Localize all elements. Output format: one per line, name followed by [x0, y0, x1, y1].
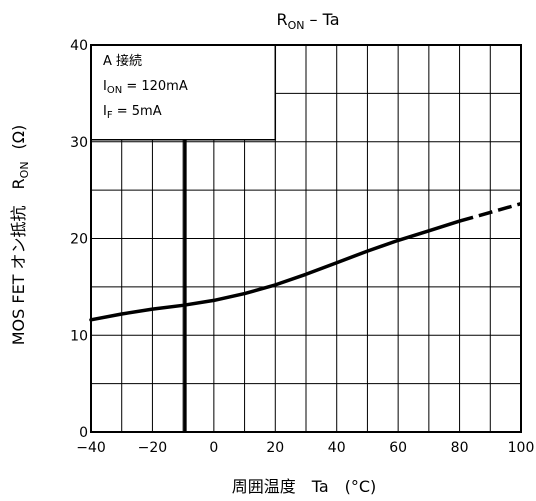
x-axis-label: 周囲温度 Ta (°C): [232, 477, 377, 496]
x-tick-label: −40: [76, 440, 106, 456]
chart-title-main: R: [276, 10, 287, 29]
condition-rest: = 5mA: [113, 104, 162, 119]
x-tick-labels: −40 −20 0 20 40 60 80 100: [76, 440, 534, 456]
condition-prefix: I: [103, 79, 107, 94]
plot-frame-rect: [90, 44, 522, 433]
x-tick-label: 40: [328, 440, 346, 456]
condition-sub: ON: [107, 85, 122, 96]
plot-frame: [90, 44, 522, 433]
x-tick-label: 0: [209, 440, 218, 456]
x-tick-label: 80: [451, 440, 469, 456]
condition-line: A 接続: [103, 53, 142, 69]
y-tick-label: 30: [70, 135, 88, 151]
condition-line: IF = 5mA: [103, 104, 162, 121]
chart-title-rest: – Ta: [304, 10, 339, 29]
chart-title-sub: ON: [288, 19, 305, 32]
x-tick-label: 100: [508, 440, 535, 456]
y-axis-label-prefix: MOS FET オン抵抗 R: [9, 178, 28, 345]
condition-sub: F: [107, 110, 113, 121]
y-tick-label: 10: [70, 328, 88, 344]
y-tick-label: 20: [70, 232, 88, 248]
y-axis-label: MOS FET オン抵抗 RON (Ω): [9, 125, 31, 346]
condition-prefix: I: [103, 104, 107, 119]
series-line-solid: [89, 219, 462, 322]
y-axis-label-sub: ON: [18, 161, 31, 178]
chart-title: RON – Ta: [276, 10, 339, 32]
x-tick-label: 20: [266, 440, 284, 456]
x-tick-label: 60: [389, 440, 407, 456]
y-axis-label-unit: (Ω): [9, 125, 28, 150]
y-tick-label: 40: [70, 38, 88, 54]
y-tick-label: 0: [79, 425, 88, 441]
x-tick-label: −20: [138, 440, 168, 456]
condition-line: ION = 120mA: [103, 79, 188, 96]
condition-box-frame: [90, 44, 277, 141]
y-tick-labels: 0 10 20 30 40: [70, 38, 88, 441]
condition-rest: = 120mA: [122, 79, 188, 94]
series-line-dashed: [459, 202, 522, 223]
series-layer: [89, 202, 522, 322]
